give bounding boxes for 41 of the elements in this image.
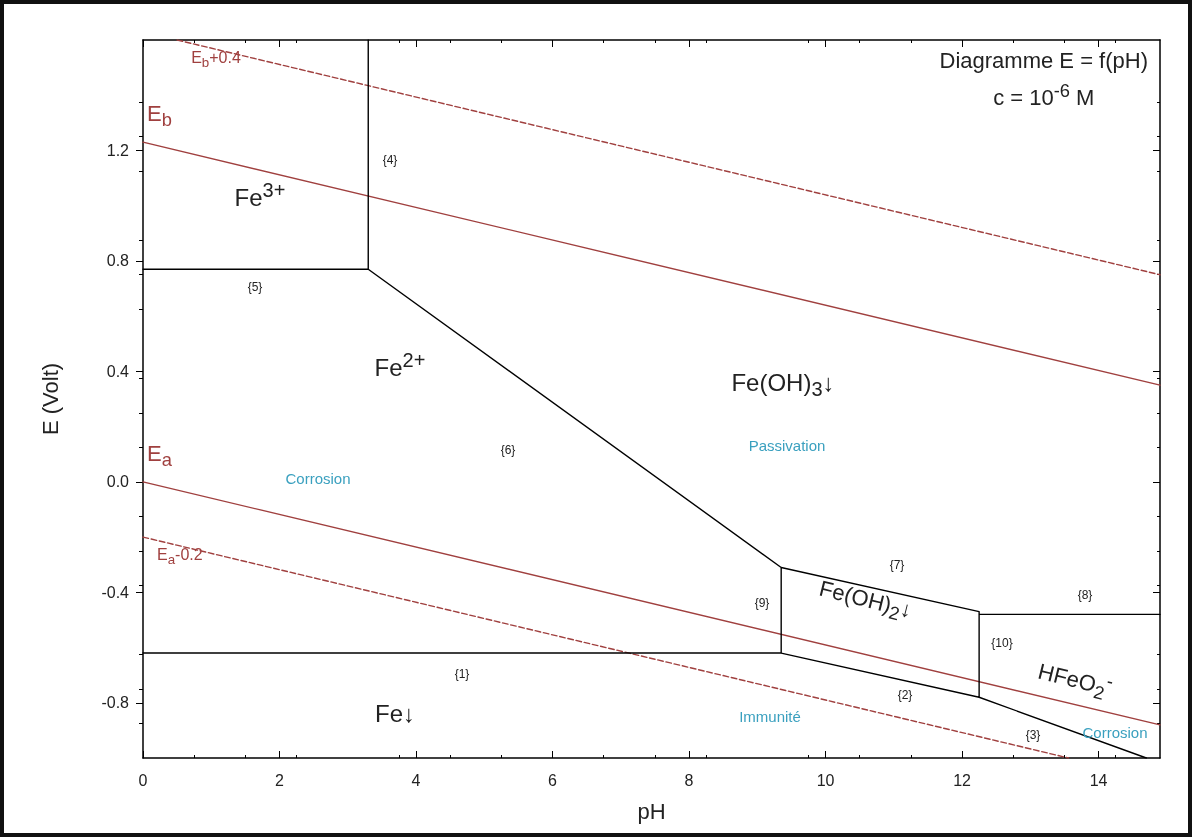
x-tick-label: 12 [953, 771, 972, 789]
series-label: E$_{a}$-0.2 [157, 546, 203, 568]
annotation: {3} [1025, 728, 1041, 742]
x-tick-label: 14 [1089, 771, 1108, 789]
annotation: {7} [889, 558, 905, 572]
y-tick-label: 0.4 [106, 362, 130, 380]
y-axis-title: E (Volt) [37, 362, 63, 436]
x-tick-label: 0 [138, 771, 148, 789]
annotation: {5} [247, 280, 263, 294]
y-tick-label: 1.2 [106, 141, 130, 159]
y-tick-label: 0.8 [106, 252, 130, 270]
annotation: Fe↓ [374, 700, 416, 727]
annotation: {1} [454, 667, 470, 681]
annotation: Fe$^{2+}$ [374, 349, 426, 381]
x-tick-label: 6 [548, 771, 558, 789]
annotation: Fe$^{3+}$ [234, 179, 286, 211]
x-tick-label: 10 [816, 771, 835, 789]
text: c = 10$^{-6}$ M [992, 79, 1096, 113]
x-axis-title: pH [637, 798, 666, 824]
annotation: Immunité [739, 707, 801, 725]
annotation: {6} [500, 443, 516, 457]
x-tick-label: 4 [411, 771, 421, 789]
y-tick-label: -0.8 [101, 694, 130, 712]
chart-title: Diagramme E = f(pH) [939, 47, 1148, 75]
series-label: E$_{b}$ [147, 100, 172, 131]
annotation: {10} [991, 636, 1013, 650]
annotation: {9} [754, 596, 770, 610]
y-tick-label: -0.4 [101, 583, 130, 601]
annotation: {8} [1077, 588, 1093, 602]
series-label: E$_{b}$+0.4 [191, 49, 241, 71]
annotation: Fe(OH)$_{2}$↓ [815, 575, 915, 627]
y-tick-label: 0.0 [106, 473, 130, 491]
annotation: {2} [897, 688, 913, 702]
annotation: Corrosion [285, 469, 351, 487]
annotation: Corrosion [1082, 723, 1148, 741]
annotation: Fe(OH)$_{3}$↓ [731, 368, 835, 401]
series-label: E$_{a}$ [147, 440, 172, 470]
annotation: Passivation [748, 436, 826, 454]
x-tick-label: 8 [684, 771, 694, 789]
annotation: {4} [382, 153, 398, 167]
x-tick-label: 2 [275, 771, 285, 789]
